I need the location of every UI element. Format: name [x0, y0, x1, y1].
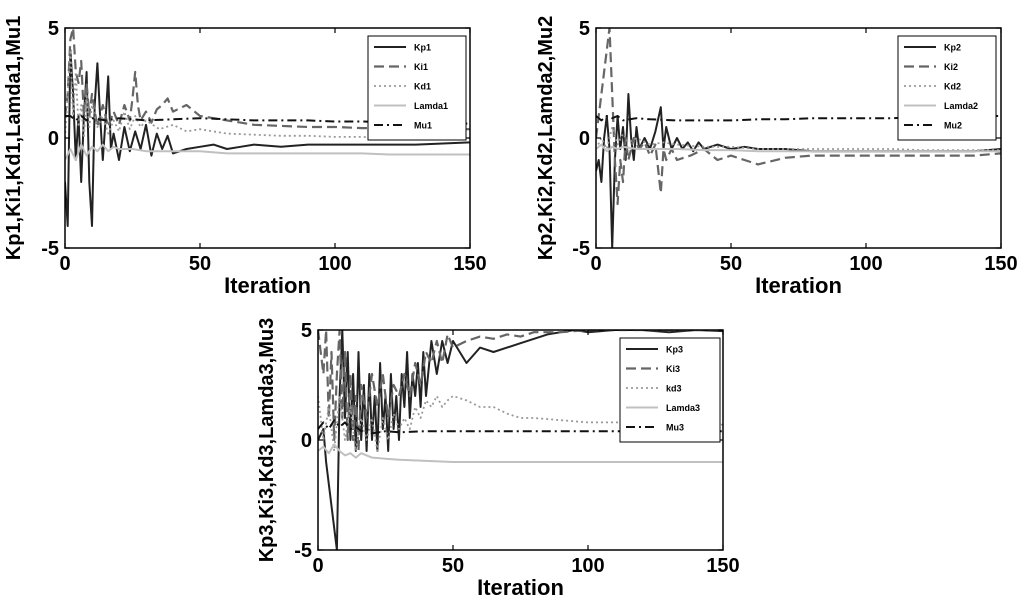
legend: Kp2 Ki2 Kd2 Lamda2 Mu2: [897, 35, 997, 141]
series-group: [65, 28, 470, 227]
legend-label-mu2: Mu2: [944, 121, 962, 131]
legend: Kp1 Ki1 Kd1 Lamda1 Mu1: [367, 35, 467, 141]
x-tick-label: 0: [590, 253, 601, 275]
series-line-mu2: [596, 115, 1001, 122]
series-line-lamda2: [596, 143, 1001, 153]
x-axis-label: Iteration: [224, 273, 311, 298]
chart-panel-3: 0 50 100 150-505IterationKp3,Ki3,Kd3,Lamda3…: [256, 318, 740, 600]
legend-label-kp2: Kp2: [944, 43, 961, 53]
legend-label-kp1: Kp1: [414, 43, 431, 53]
legend-box: [619, 337, 721, 443]
y-tick-label: 0: [48, 128, 59, 150]
series-group: [596, 28, 1001, 248]
x-axis-label: Iteration: [477, 575, 564, 600]
legend-label-ki1: Ki1: [414, 62, 428, 72]
legend-label-kd1: Kd1: [414, 82, 431, 92]
legend-label-lamda2: Lamda2: [944, 101, 978, 111]
legend-label-mu3: Mu3: [666, 423, 684, 433]
x-tick-label: 100: [318, 253, 351, 275]
chart-panel-2: 0 50 100 150-505IterationKp2,Ki2,Kd2,Lamda2…: [535, 16, 1018, 298]
x-tick-label: 50: [442, 555, 464, 577]
y-tick-label: 5: [301, 320, 312, 342]
legend-label-kd3: kd3: [666, 384, 682, 394]
x-tick-label: 0: [312, 555, 323, 577]
series-line-ki2: [596, 28, 1001, 206]
x-tick-label: 100: [849, 253, 882, 275]
series-line-kd2: [596, 126, 1001, 151]
y-axis-label: Kp3,Ki3,Kd3,Lamda3,Mu3: [256, 318, 278, 563]
x-tick-label: 150: [453, 253, 486, 275]
legend-label-lamda3: Lamda3: [666, 403, 700, 413]
legend-box: [367, 35, 467, 141]
y-axis-label: Kp2,Ki2,Kd2,Lamda2,Mu2: [535, 16, 557, 261]
x-tick-label: 150: [984, 253, 1017, 275]
series-group: [318, 330, 723, 550]
y-tick-label: 0: [579, 128, 590, 150]
y-tick-label: 0: [301, 430, 312, 452]
legend: Kp3 Ki3 kd3 Lamda3 Mu3: [619, 337, 721, 443]
series-line-kd3: [318, 395, 723, 452]
legend-label-lamda1: Lamda1: [414, 101, 448, 111]
series-line-lamda1: [65, 143, 470, 161]
y-tick-label: -5: [41, 238, 59, 260]
legend-label-ki2: Ki2: [944, 62, 958, 72]
x-tick-label: 50: [720, 253, 742, 275]
legend-label-mu1: Mu1: [414, 121, 432, 131]
x-tick-label: 50: [189, 253, 211, 275]
legend-label-ki3: Ki3: [666, 364, 680, 374]
y-tick-label: 5: [48, 18, 59, 40]
x-tick-label: 150: [706, 555, 739, 577]
y-tick-label: 5: [579, 18, 590, 40]
x-axis-label: Iteration: [755, 273, 842, 298]
legend-label-kp3: Kp3: [666, 345, 683, 355]
x-tick-label: 0: [59, 253, 70, 275]
legend-label-kd2: Kd2: [944, 82, 961, 92]
legend-box: [897, 35, 997, 141]
series-line-ki1: [65, 28, 470, 131]
series-line-mu1: [65, 115, 470, 125]
y-tick-label: -5: [294, 540, 312, 562]
series-line-ki3: [318, 330, 723, 453]
y-axis-label: Kp1,Ki1,Kd1,Lamda1,Mu1: [3, 16, 25, 261]
y-tick-label: -5: [572, 238, 590, 260]
chart-panel-1: 0 50 100 150-505IterationKp1,Ki1,Kd1,Lamda1…: [3, 16, 487, 298]
x-tick-label: 100: [571, 555, 604, 577]
series-line-kd1: [65, 49, 470, 139]
series-line-kp3: [318, 330, 723, 550]
series-line-lamda3: [318, 443, 723, 463]
